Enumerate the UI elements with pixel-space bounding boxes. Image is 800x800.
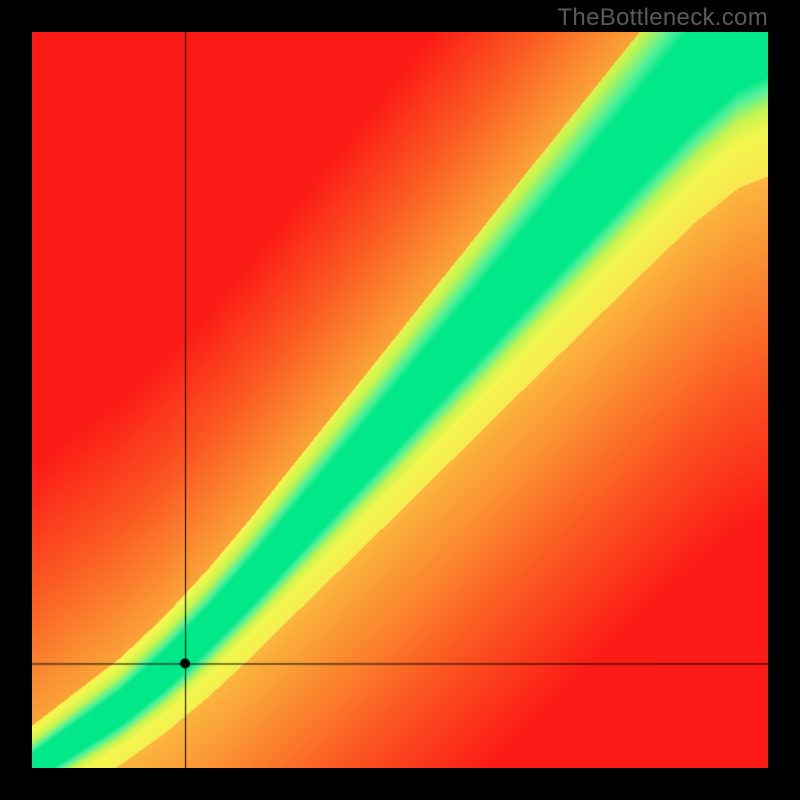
watermark-text: TheBottleneck.com xyxy=(557,4,768,32)
chart-outer-frame: TheBottleneck.com xyxy=(0,0,800,800)
crosshair-overlay xyxy=(32,32,768,768)
